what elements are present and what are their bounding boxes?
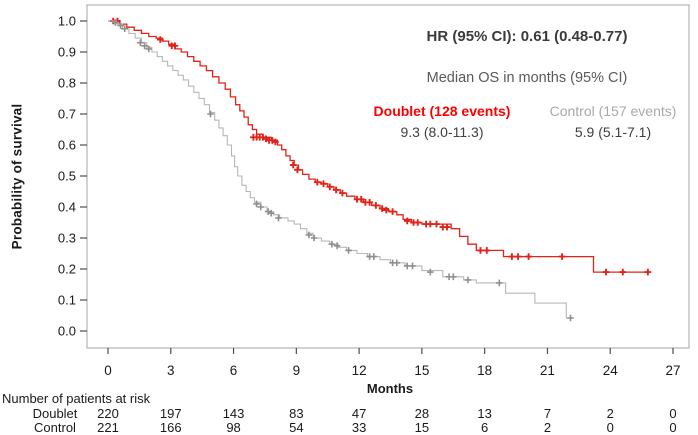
control-series-label: Control (157 events) <box>549 103 677 119</box>
censor-marks-control <box>112 19 574 322</box>
plot-border <box>86 4 690 349</box>
risk-count: 0 <box>669 406 677 421</box>
risk-count: 166 <box>159 420 182 435</box>
doublet-series-label: Doublet (128 events) <box>373 103 511 119</box>
risk-count: 197 <box>159 406 182 421</box>
risk-count: 221 <box>97 420 119 435</box>
risk-count: 28 <box>414 406 430 421</box>
y-tick-label: 0.4 <box>58 200 76 215</box>
risk-count: 2 <box>606 406 614 421</box>
survival-curve-doublet <box>108 20 650 273</box>
x-tick-label: 9 <box>293 363 301 378</box>
y-tick-label: 0.8 <box>58 76 76 91</box>
hr-annotation: HR (95% CI): 0.61 (0.48-0.77) <box>426 28 628 45</box>
risk-row-label: Doublet <box>32 406 78 421</box>
risk-row-doublet: Doublet 220 197 143 83 47 28 13 7 2 0 <box>0 406 698 421</box>
y-tick-label: 0.6 <box>58 138 76 153</box>
y-tick-label: 0.3 <box>58 231 76 246</box>
risk-count: 0 <box>606 420 614 435</box>
risk-count: 83 <box>289 406 304 421</box>
x-tick-label: 24 <box>603 363 619 378</box>
risk-row-control: Control 221 166 98 54 33 15 6 2 0 0 <box>0 420 698 435</box>
doublet-median-value: 9.3 (8.0-11.3) <box>400 124 484 140</box>
control-median-value: 5.9 (5.1-7.1) <box>574 124 652 140</box>
risk-count: 15 <box>414 420 430 435</box>
x-tick-label: 18 <box>477 363 492 378</box>
risk-count: 7 <box>543 406 552 421</box>
risk-count: 143 <box>222 406 245 421</box>
x-tick-label: 6 <box>230 363 238 378</box>
x-axis-title: Months <box>366 381 414 396</box>
y-tick-label: 0.9 <box>58 45 76 60</box>
x-tick-label: 12 <box>352 363 367 378</box>
risk-count: 6 <box>481 420 489 435</box>
risk-count: 2 <box>543 420 552 435</box>
y-tick-label: 0.7 <box>58 107 76 122</box>
risk-count: 54 <box>289 420 304 435</box>
y-axis-title: Probability of survival <box>9 103 25 250</box>
x-tick-label: 15 <box>414 363 429 378</box>
risk-count: 220 <box>97 406 119 421</box>
risk-count: 98 <box>226 420 241 435</box>
survival-curve-control <box>108 20 573 319</box>
risk-table-title: Number of patients at risk <box>2 391 151 406</box>
x-tick-label: 3 <box>167 363 175 378</box>
y-tick-label: 0.0 <box>58 324 76 339</box>
risk-count: 47 <box>351 406 367 421</box>
y-tick-label: 1.0 <box>58 14 76 29</box>
risk-row-label: Control <box>34 420 76 435</box>
y-tick-label: 0.5 <box>58 169 76 184</box>
x-tick-label: 27 <box>665 363 680 378</box>
median-os-header: Median OS in months (95% CI) <box>426 70 628 86</box>
x-tick-label: 0 <box>104 363 112 378</box>
x-tick-label: 21 <box>540 363 555 378</box>
risk-count: 13 <box>477 406 492 421</box>
risk-count: 33 <box>351 420 367 435</box>
risk-count: 0 <box>669 420 677 435</box>
y-tick-label: 0.2 <box>58 262 76 277</box>
y-tick-label: 0.1 <box>58 293 76 308</box>
